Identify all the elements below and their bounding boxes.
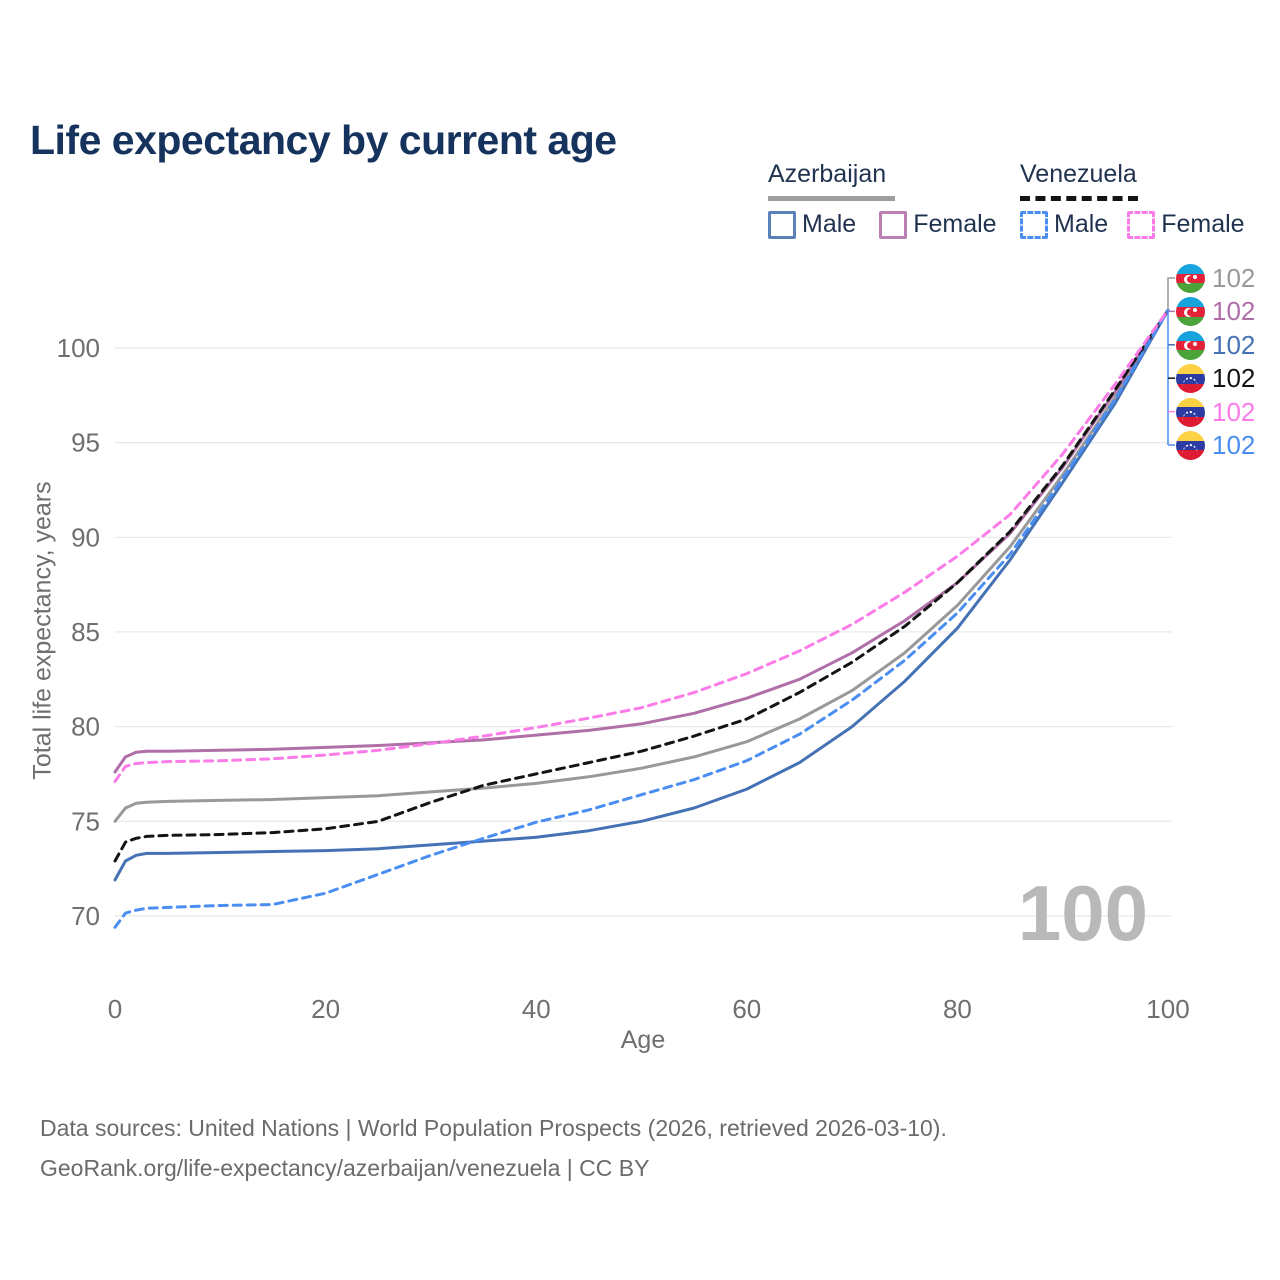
venezuela-line-style-sample (1020, 196, 1138, 201)
endpoint-value: 102 (1212, 263, 1256, 293)
y-tick-label: 70 (71, 901, 100, 931)
attribution-line: GeoRank.org/life-expectancy/azerbaijan/v… (40, 1155, 650, 1181)
series-line-venezuela-female[interactable] (113, 308, 1170, 783)
x-tick-label: 100 (1146, 994, 1189, 1024)
y-tick-label: 85 (71, 617, 100, 647)
y-tick-label: 100 (57, 333, 100, 363)
azerbaijan-flag-icon (1176, 264, 1205, 293)
endpoint-value: 102 (1212, 430, 1256, 460)
x-tick-label: 40 (522, 994, 551, 1024)
series-line-venezuela-all[interactable] (113, 308, 1170, 863)
endpoint-row: 102 (1176, 330, 1255, 361)
x-axis-title: Age (620, 1026, 666, 1054)
checkbox-venezuela-female[interactable] (1127, 210, 1156, 239)
page-title: Life expectancy by current age (30, 117, 617, 164)
series-line-azerbaijan-female[interactable] (113, 308, 1170, 774)
azerbaijan-flag-icon (1176, 297, 1205, 327)
y-tick-label: 75 (71, 806, 100, 836)
endpoint-value: 102 (1212, 396, 1256, 427)
venezuela-flag-icon (1176, 431, 1205, 460)
endpoint-row: 102 (1176, 263, 1255, 294)
y-tick-label: 95 (71, 428, 100, 458)
azerbaijan-line-style-sample (768, 196, 895, 201)
legend-label-azerbaijan-female[interactable]: Female (913, 210, 997, 238)
endpoint-row: 102 (1176, 397, 1255, 428)
legend-country-azerbaijan[interactable]: Azerbaijan (768, 160, 887, 188)
y-tick-label: 90 (71, 522, 100, 552)
data-sources-line: Data sources: United Nations | World Pop… (40, 1115, 947, 1141)
venezuela-flag-icon (1176, 364, 1205, 394)
checkbox-azerbaijan-female[interactable] (879, 210, 908, 239)
endpoint-value: 102 (1212, 329, 1256, 360)
x-tick-label: 60 (732, 994, 761, 1024)
series-line-venezuela-male[interactable] (113, 308, 1170, 929)
y-tick-label: 80 (71, 712, 100, 742)
footer: Data sources: United Nations | World Pop… (40, 1108, 947, 1188)
connector-line (1167, 277, 1175, 311)
checkbox-venezuela-male[interactable] (1020, 210, 1048, 239)
endpoint-value: 102 (1212, 363, 1256, 394)
legend-group-azerbaijan: Azerbaijan Male Female (768, 160, 997, 239)
x-tick-label: 20 (311, 994, 340, 1024)
azerbaijan-flag-icon (1176, 330, 1205, 360)
venezuela-flag-icon (1176, 397, 1205, 427)
x-tick-label: 0 (108, 994, 122, 1024)
legend-label-venezuela-male[interactable]: Male (1054, 210, 1109, 238)
age-watermark: 100 (1017, 869, 1148, 957)
x-tick-label: 80 (943, 994, 972, 1024)
endpoint-value: 102 (1212, 296, 1256, 327)
endpoint-row: 102 (1176, 296, 1255, 327)
legend-label-venezuela-female[interactable]: Female (1161, 210, 1245, 238)
endpoint-row: 102 (1176, 363, 1255, 394)
y-axis-title: Total life expectancy, years (28, 481, 57, 780)
legend-country-venezuela[interactable]: Venezuela (1020, 160, 1137, 188)
series-line-azerbaijan-all[interactable] (113, 308, 1170, 823)
legend-label-azerbaijan-male[interactable]: Male (802, 210, 857, 238)
legend-group-venezuela: Venezuela Male Female (1020, 160, 1245, 239)
checkbox-azerbaijan-male[interactable] (768, 210, 796, 239)
series-line-azerbaijan-male[interactable] (113, 308, 1170, 882)
endpoint-row: 102 (1176, 430, 1255, 461)
